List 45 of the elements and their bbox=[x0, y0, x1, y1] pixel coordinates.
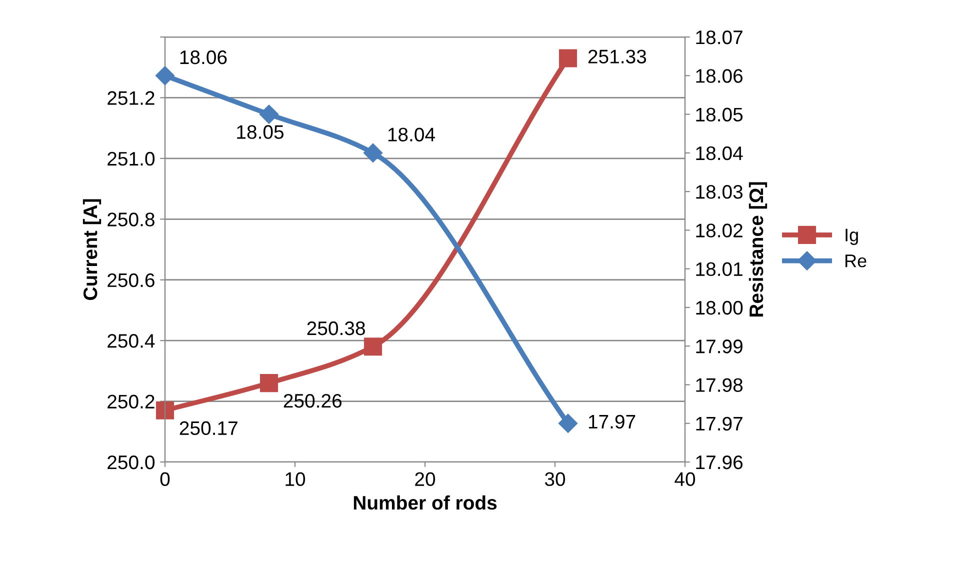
y2-tick-label: 17.97 bbox=[696, 416, 742, 431]
y2-tick-label: 17.98 bbox=[696, 378, 743, 392]
data-label: 18.05 bbox=[237, 125, 284, 139]
y2-tick-label: 18.04 bbox=[696, 146, 743, 160]
y2-tick-label: 17.96 bbox=[696, 455, 743, 470]
y-axis-title: Current [A] bbox=[82, 199, 102, 300]
x-tick-label: 40 bbox=[674, 472, 696, 486]
legend-label: Re bbox=[846, 254, 866, 268]
point bbox=[259, 104, 279, 124]
legend-label: Ig bbox=[846, 228, 858, 245]
y2-tick-label: 18.07 bbox=[696, 30, 742, 44]
y-tick-label: 250.4 bbox=[108, 334, 155, 348]
point bbox=[558, 49, 578, 68]
y-tick-label: 250.8 bbox=[108, 212, 154, 226]
x-tick-label: 10 bbox=[286, 472, 306, 486]
y2-tick-label: 17.99 bbox=[696, 340, 742, 354]
y2-tick-label: 18.00 bbox=[696, 300, 743, 315]
data-label: 250.38 bbox=[307, 321, 365, 336]
data-label: 250.26 bbox=[284, 394, 342, 408]
point bbox=[363, 143, 383, 162]
point bbox=[155, 66, 175, 86]
y2-tick-label: 18.03 bbox=[696, 185, 743, 199]
y2-tick-label: 18.06 bbox=[696, 69, 743, 83]
y2-tick-label: 18.01 bbox=[696, 262, 742, 276]
x-tick-label: 20 bbox=[415, 472, 436, 486]
point bbox=[364, 338, 382, 356]
data-label: 250.17 bbox=[180, 421, 238, 436]
y2-tick-label: 18.02 bbox=[696, 224, 742, 238]
y-tick-label: 250.0 bbox=[108, 455, 155, 470]
data-label: 18.06 bbox=[180, 50, 227, 64]
y2-tick-label: 18.05 bbox=[696, 108, 743, 122]
y-tick-label: 250.6 bbox=[108, 273, 154, 288]
data-label: 17.97 bbox=[588, 414, 636, 429]
point bbox=[260, 374, 278, 392]
y2-axis-title: Resistance [Ω] bbox=[748, 182, 768, 317]
y-tick-label: 251.0 bbox=[108, 152, 155, 166]
y-tick-label: 250.2 bbox=[108, 394, 154, 409]
y-tick-label: 251.2 bbox=[108, 91, 154, 105]
data-label: 18.04 bbox=[388, 128, 435, 142]
x-axis-title: Number of rods bbox=[354, 495, 497, 510]
data-label: 251.33 bbox=[588, 50, 646, 64]
x-tick-label: 30 bbox=[544, 472, 566, 486]
point bbox=[156, 401, 174, 420]
x-tick-label: 0 bbox=[160, 472, 170, 486]
point bbox=[558, 414, 578, 433]
